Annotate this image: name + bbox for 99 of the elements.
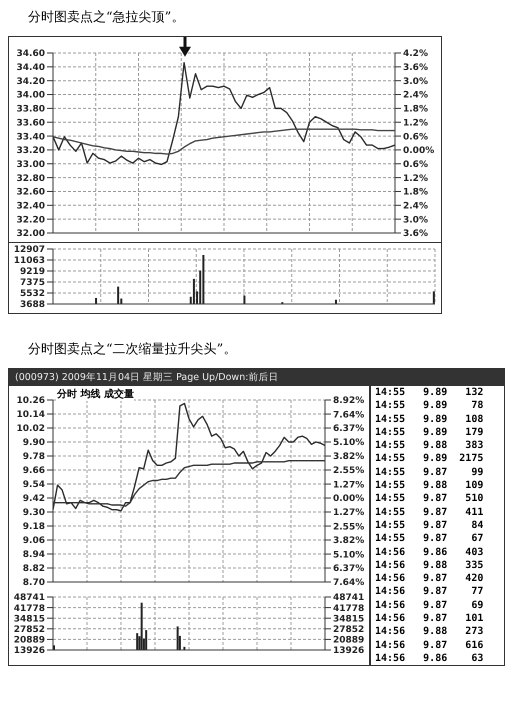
text: 14:55 9.88 383	[375, 439, 484, 452]
text: 14:56 9.88 273	[375, 625, 484, 639]
y-tick-label: 12907	[14, 245, 45, 256]
y-tick-label: 9.06	[22, 536, 45, 546]
y-tick-label: 33.00	[16, 160, 45, 170]
y2-tick-label: 20889	[333, 636, 364, 646]
y2-tick-label: 0.00%	[403, 146, 434, 156]
y-tick-label: 48741	[14, 593, 45, 604]
y-tick-label: 32.60	[16, 188, 45, 198]
y2-tick-label: 3.0%	[403, 76, 428, 87]
text: 14:55 9.89 78	[375, 399, 484, 413]
y2-tick-label: 7.64%	[333, 410, 364, 420]
y2-tick-label: 1.8%	[403, 188, 428, 198]
y-tick-label: 9.42	[22, 494, 45, 504]
y2-tick-label: 3.0%	[403, 215, 428, 226]
y2-tick-label: 41778	[333, 604, 364, 614]
y-tick-label: 33.20	[16, 146, 45, 156]
y-tick-label: 8.94	[22, 550, 45, 560]
y-tick-label: 34.20	[16, 76, 45, 87]
y2-tick-label: 0.6%	[403, 160, 428, 170]
text: 14:56 9.87 77	[375, 585, 484, 599]
y-tick-label: 32.00	[16, 229, 45, 240]
y2-tick-label: 0.6%	[403, 132, 428, 142]
text: 14:56 9.86 63	[375, 652, 484, 666]
y-tick-label: 34815	[14, 614, 45, 624]
y-tick-label: 27852	[14, 624, 45, 635]
y2-tick-label: 2.55%	[333, 522, 364, 532]
y2-tick-label: 7.64%	[333, 578, 364, 588]
y2-tick-label: 8.92%	[333, 396, 364, 406]
text: 14:56 9.86 403	[375, 546, 484, 559]
text: 14:55 9.87 99	[375, 466, 484, 480]
y-tick-label: 3688	[20, 300, 45, 310]
y-tick-label: 32.20	[16, 215, 45, 226]
y-tick-label: 8.82	[22, 564, 45, 574]
y-tick-label: 33.40	[16, 132, 45, 142]
text: 14:55 9.87 510	[375, 492, 484, 506]
y-tick-label: 34.00	[16, 90, 45, 101]
y-tick-label: 32.80	[16, 174, 45, 184]
y-tick-label: 32.40	[16, 202, 45, 212]
y2-tick-label: 1.2%	[403, 174, 428, 184]
chart-title: 分时图卖点之“二次缩量拉升尖头”。	[28, 341, 238, 358]
text: 14:55 9.87 67	[375, 532, 484, 546]
y2-tick-label: 2.55%	[333, 466, 364, 476]
y2-tick-label: 6.37%	[333, 424, 364, 434]
y2-tick-label: 5.10%	[333, 550, 364, 560]
y2-tick-label: 0.00%	[333, 494, 364, 504]
y-tick-label: 9.66	[22, 466, 45, 476]
y-tick-label: 34.40	[16, 63, 45, 74]
text: 14:55 9.87 411	[375, 506, 484, 519]
y2-tick-label: 2.4%	[403, 202, 428, 212]
y-tick-label: 5532	[20, 289, 45, 300]
chart-title: 分时图卖点之“急拉尖顶”。	[28, 9, 186, 26]
y-tick-label: 41778	[14, 604, 45, 614]
y-tick-label: 10.26	[16, 396, 45, 406]
y-tick-label: 9219	[20, 267, 45, 278]
y2-tick-label: 1.8%	[403, 104, 428, 115]
y2-tick-label: 1.27%	[333, 480, 364, 490]
y-tick-label: 13926	[14, 646, 45, 656]
y-tick-label: 33.80	[16, 104, 45, 115]
y-tick-label: 9.78	[22, 452, 45, 462]
text: 14:56 9.88 335	[375, 558, 484, 572]
y2-tick-label: 6.37%	[333, 564, 364, 574]
y2-tick-label: 2.4%	[403, 90, 428, 101]
y2-tick-label: 3.82%	[333, 452, 364, 462]
text: 14:56 9.87 420	[375, 572, 484, 586]
y2-tick-label: 1.27%	[333, 508, 364, 518]
text: 14:55 9.89 132	[375, 386, 484, 400]
y-tick-label: 8.70	[22, 578, 45, 588]
text: 14:55 9.88 109	[375, 479, 484, 492]
y-tick-label: 20889	[14, 636, 45, 646]
y2-tick-label: 5.10%	[333, 438, 364, 448]
y2-tick-label: 48741	[333, 593, 364, 604]
y-tick-label: 11063	[14, 256, 45, 266]
y2-tick-label: 1.2%	[403, 118, 428, 128]
y2-tick-label: 13926	[333, 646, 364, 656]
y2-tick-label: 27852	[333, 624, 364, 635]
text: 14:56 9.87 616	[375, 638, 484, 652]
text: 14:55 9.89 108	[375, 412, 484, 426]
annotation: 分时 均线 成交量	[57, 387, 134, 401]
y-tick-label: 9.18	[22, 522, 45, 532]
y-tick-label: 9.54	[22, 480, 45, 490]
text: 14:56 9.87 101	[375, 612, 484, 626]
text: 14:55 9.87 84	[375, 518, 484, 532]
text: 14:55 9.89 179	[375, 426, 484, 440]
y2-tick-label: 34815	[333, 614, 364, 624]
y-tick-label: 7375	[20, 278, 45, 288]
y-tick-label: 34.60	[16, 49, 45, 60]
y-tick-label: 10.02	[16, 424, 45, 434]
chart-subtitle: (000973) 2009年11月04日 星期三 Page Up/Down:前后日	[9, 369, 504, 386]
text: 14:56 9.87 69	[375, 598, 484, 612]
y2-tick-label: 3.6%	[403, 229, 428, 240]
y-tick-label: 9.30	[22, 508, 45, 518]
y2-tick-label: 3.6%	[403, 63, 428, 74]
text: 14:55 9.89 2175	[375, 452, 484, 466]
y2-tick-label: 3.82%	[333, 536, 364, 546]
y-tick-label: 33.60	[16, 118, 45, 128]
y-tick-label: 10.14	[16, 410, 45, 420]
y-tick-label: 9.90	[22, 438, 45, 448]
y2-tick-label: 4.2%	[403, 49, 428, 60]
